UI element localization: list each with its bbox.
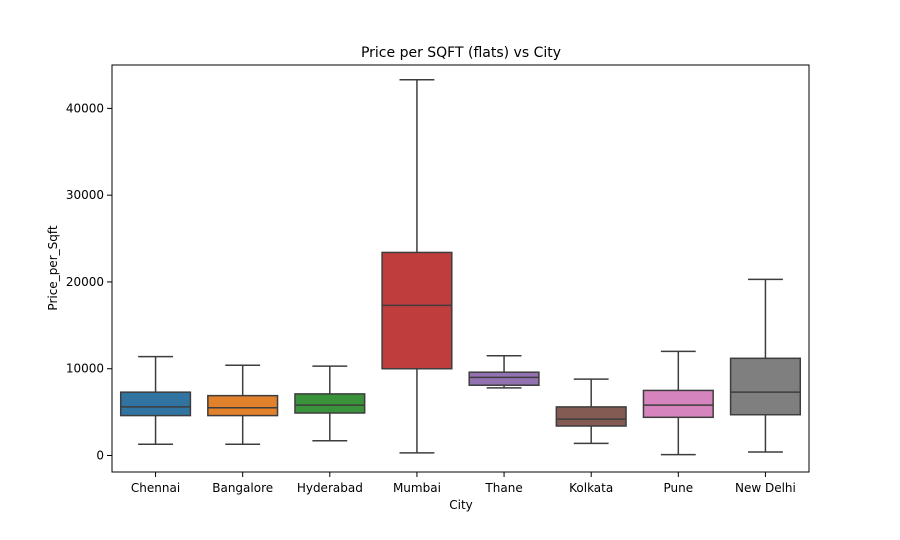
y-tick-label: 30000 bbox=[66, 188, 104, 202]
x-tick-label: New Delhi bbox=[735, 481, 796, 495]
box-chennai bbox=[119, 391, 192, 417]
box-thane bbox=[468, 371, 540, 386]
y-tick-label: 40000 bbox=[66, 101, 104, 115]
x-tick-label: Hyderabad bbox=[297, 481, 363, 495]
x-tick-label: Kolkata bbox=[569, 481, 613, 495]
box-group-new-delhi bbox=[729, 278, 802, 453]
x-tick-label: Mumbai bbox=[393, 481, 441, 495]
y-axis-title: Price_per_Sqft bbox=[46, 225, 60, 310]
box-group-pune bbox=[642, 350, 714, 456]
box-group-bangalore bbox=[207, 364, 279, 445]
y-tick-label: 10000 bbox=[66, 362, 104, 376]
box-group-hyderabad bbox=[294, 365, 366, 442]
box-hyderabad bbox=[294, 393, 366, 414]
box-group-mumbai bbox=[381, 79, 453, 454]
box-pune bbox=[642, 389, 714, 419]
x-tick-label: Pune bbox=[664, 481, 694, 495]
x-tick-label: Chennai bbox=[131, 481, 180, 495]
box-group-kolkata bbox=[555, 378, 627, 445]
box-new-delhi bbox=[729, 357, 802, 416]
plot-frame bbox=[111, 64, 810, 473]
box-group-thane bbox=[468, 354, 540, 389]
chart-title: Price per SQFT (flats) vs City bbox=[361, 45, 561, 61]
y-axis: 0 10000 20000 30000 40000 bbox=[66, 101, 112, 463]
x-tick-label: Bangalore bbox=[212, 481, 273, 495]
x-axis: Chennai Bangalore Hyderabad Mumbai Thane Kolk… bbox=[131, 472, 796, 495]
box-group-chennai bbox=[119, 355, 192, 445]
y-tick-label: 0 bbox=[96, 449, 104, 463]
plot-area bbox=[119, 79, 802, 456]
box-mumbai bbox=[381, 251, 453, 370]
x-tick-label: Thane bbox=[484, 481, 522, 495]
box-bangalore bbox=[207, 394, 279, 417]
x-axis-title: City bbox=[449, 498, 473, 512]
box-kolkata bbox=[555, 406, 627, 427]
y-tick-label: 20000 bbox=[66, 275, 104, 289]
